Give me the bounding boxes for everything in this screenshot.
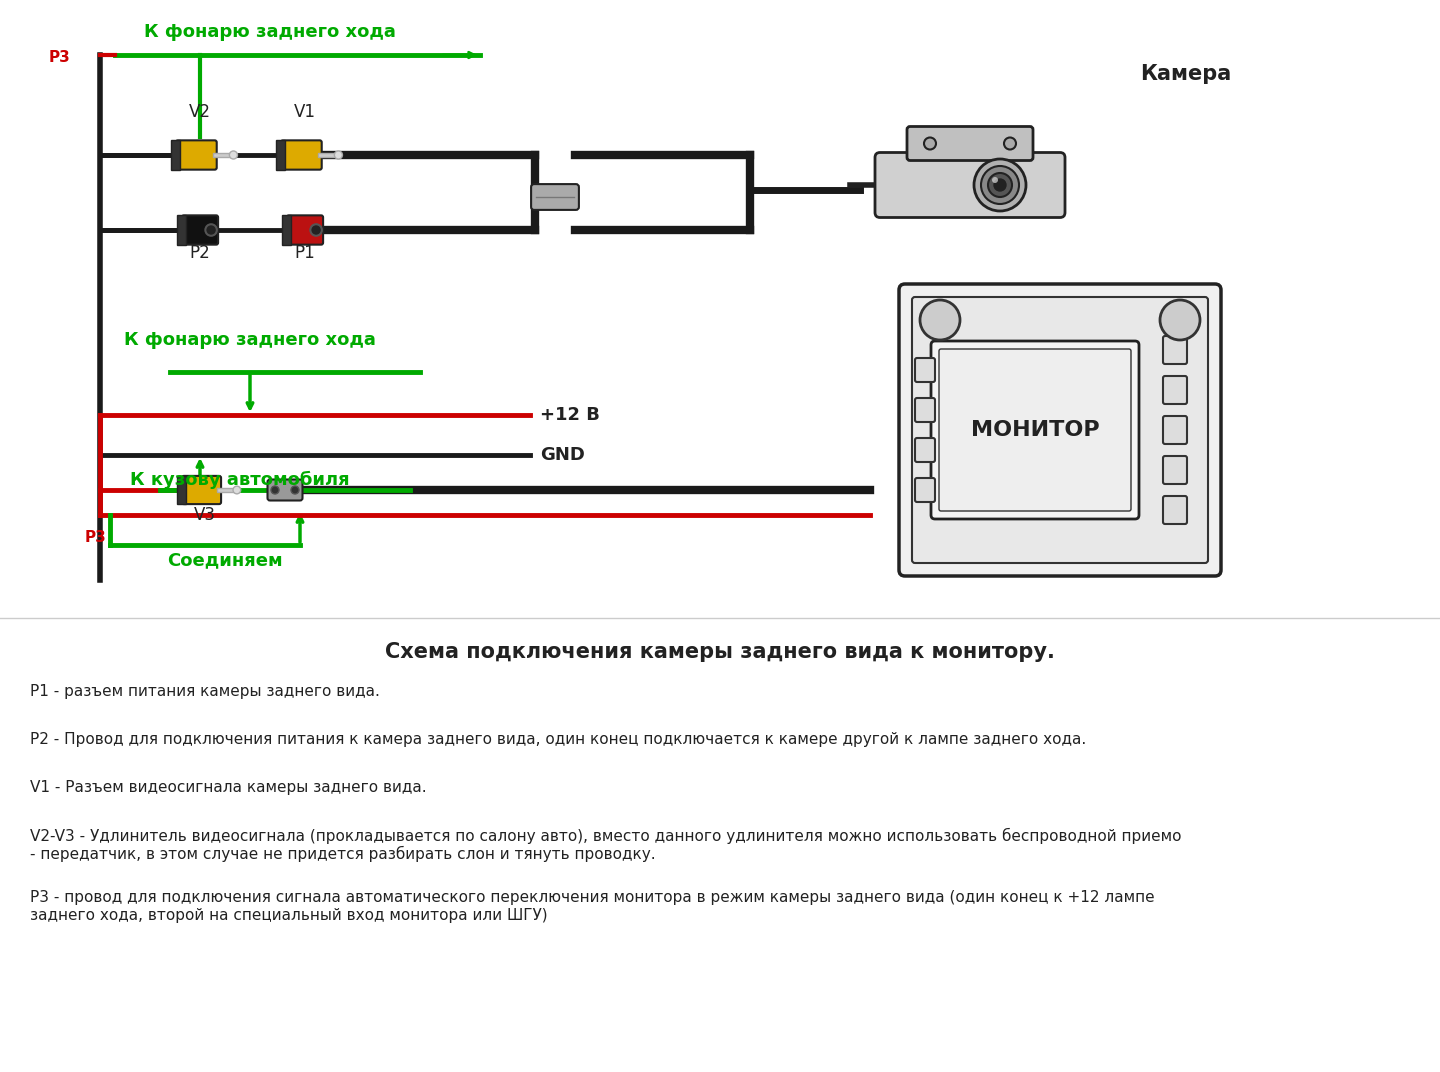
Bar (171, 140, 180, 170)
Text: P1: P1 (295, 244, 315, 262)
Circle shape (992, 177, 998, 183)
FancyBboxPatch shape (281, 140, 321, 169)
Text: Камера: Камера (1140, 64, 1231, 84)
FancyBboxPatch shape (1164, 376, 1187, 404)
FancyBboxPatch shape (1164, 496, 1187, 524)
FancyBboxPatch shape (914, 358, 935, 382)
Bar (282, 215, 291, 244)
Text: - передатчик, в этом случае не придется разбирать слон и тянуть проводку.: - передатчик, в этом случае не придется … (30, 846, 655, 862)
FancyBboxPatch shape (268, 479, 302, 501)
Circle shape (994, 179, 1007, 191)
Circle shape (229, 151, 238, 159)
FancyBboxPatch shape (1164, 456, 1187, 483)
FancyBboxPatch shape (287, 215, 323, 244)
Bar (217, 488, 238, 492)
Text: К фонарю заднего хода: К фонарю заднего хода (124, 331, 376, 349)
FancyBboxPatch shape (181, 476, 222, 504)
FancyBboxPatch shape (1164, 416, 1187, 444)
FancyBboxPatch shape (914, 398, 935, 422)
FancyBboxPatch shape (932, 341, 1139, 519)
FancyBboxPatch shape (914, 438, 935, 462)
FancyBboxPatch shape (876, 152, 1066, 218)
Circle shape (1161, 300, 1200, 340)
Bar (213, 152, 233, 158)
FancyBboxPatch shape (176, 140, 217, 169)
Bar (275, 140, 285, 170)
Text: МОНИТОР: МОНИТОР (971, 420, 1099, 440)
Text: V3: V3 (194, 506, 216, 524)
Text: К фонарю заднего хода: К фонарю заднего хода (144, 23, 396, 41)
Text: P3: P3 (49, 49, 71, 64)
Circle shape (924, 137, 936, 149)
Text: V2-V3 - Удлинитель видеосигнала (прокладывается по салону авто), вместо данного : V2-V3 - Удлинитель видеосигнала (проклад… (30, 828, 1181, 844)
Text: P3 - провод для подключения сигнала автоматического переключения монитора в режи: P3 - провод для подключения сигнала авто… (30, 890, 1155, 905)
Text: К кузову автомобиля: К кузову автомобиля (130, 471, 350, 489)
Text: P2: P2 (190, 244, 210, 262)
Text: P1 - разъем питания камеры заднего вида.: P1 - разъем питания камеры заднего вида. (30, 684, 380, 699)
Text: V1 - Разъем видеосигнала камеры заднего вида.: V1 - Разъем видеосигнала камеры заднего … (30, 780, 426, 795)
Text: заднего хода, второй на специальный вход монитора или ШГУ): заднего хода, второй на специальный вход… (30, 908, 547, 923)
Circle shape (981, 166, 1020, 204)
FancyBboxPatch shape (914, 478, 935, 502)
Circle shape (311, 224, 323, 236)
Text: P2 - Провод для подключения питания к камера заднего вида, один конец подключает: P2 - Провод для подключения питания к ка… (30, 732, 1086, 747)
Text: GND: GND (540, 446, 585, 464)
FancyBboxPatch shape (907, 126, 1032, 161)
Text: P3: P3 (84, 530, 107, 545)
FancyBboxPatch shape (1164, 336, 1187, 364)
Circle shape (233, 486, 240, 494)
Circle shape (920, 300, 960, 340)
FancyBboxPatch shape (181, 215, 217, 244)
FancyBboxPatch shape (939, 349, 1130, 511)
Text: Соединяем: Соединяем (167, 551, 282, 569)
Circle shape (206, 224, 217, 236)
FancyBboxPatch shape (899, 284, 1221, 576)
Bar (318, 152, 338, 158)
Circle shape (271, 486, 279, 494)
Circle shape (973, 159, 1025, 211)
Text: Схема подключения камеры заднего вида к монитору.: Схема подключения камеры заднего вида к … (384, 642, 1056, 662)
Circle shape (988, 173, 1012, 197)
Text: +12 В: +12 В (540, 406, 600, 425)
Bar (177, 476, 186, 504)
FancyBboxPatch shape (912, 297, 1208, 563)
Circle shape (1004, 137, 1017, 149)
Text: V2: V2 (189, 103, 212, 121)
FancyBboxPatch shape (531, 184, 579, 210)
Circle shape (291, 486, 300, 494)
Bar (177, 215, 186, 244)
Circle shape (334, 151, 343, 159)
Text: V1: V1 (294, 103, 315, 121)
